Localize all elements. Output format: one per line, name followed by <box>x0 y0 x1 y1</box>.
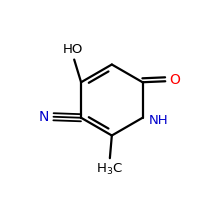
Text: O: O <box>170 73 180 87</box>
Text: N: N <box>39 110 49 124</box>
Text: H$_3$C: H$_3$C <box>96 162 123 177</box>
Text: HO: HO <box>63 43 83 56</box>
Text: NH: NH <box>148 114 168 127</box>
